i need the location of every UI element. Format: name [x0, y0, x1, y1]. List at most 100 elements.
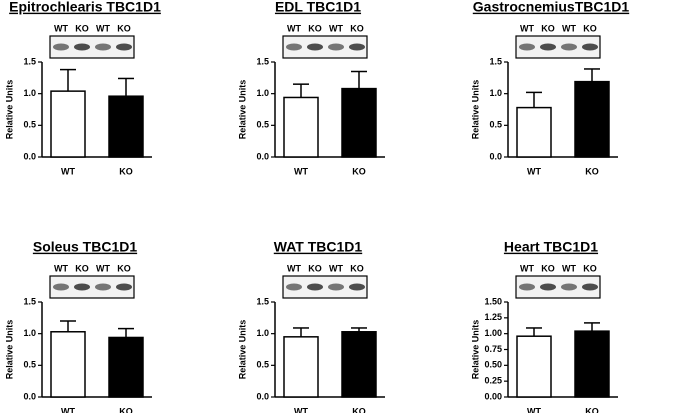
x-tick-label: WT: [527, 406, 541, 413]
blot-band: [540, 43, 556, 51]
lane-label: WT: [287, 23, 301, 33]
panel: Epitrochlearis TBC1D1 WT KO WT KO 0.0 0.5 1.0 1.…: [4, 0, 161, 176]
y-axis-title: Relative Units: [237, 80, 247, 140]
y-tick-label: 0.0: [23, 391, 36, 401]
panel: GastrocnemiusTBC1D1 WT KO WT KO 0.0 0.5 1.0 1.5 R…: [470, 0, 629, 176]
bar: [574, 80, 610, 158]
blot: [282, 35, 368, 59]
y-tick-label: 1.50: [484, 296, 502, 306]
y-tick-label: 1.5: [23, 56, 36, 66]
y-tick-label: 0.0: [23, 151, 36, 161]
y-tick-label: 0.50: [484, 360, 502, 370]
blot: [49, 35, 135, 59]
panel: Heart TBC1D1 WT KO WT KO 0.00 0.25 0.50 0.75 1.00…: [470, 239, 618, 413]
lane-label: WT: [520, 263, 534, 273]
blot-band: [582, 43, 598, 51]
lane-label: WT: [562, 263, 576, 273]
y-tick-label: 1.5: [489, 56, 502, 66]
panel-title: Soleus TBC1D1: [33, 239, 137, 255]
x-tick-label: WT: [294, 166, 308, 176]
y-tick-label: 1.0: [489, 88, 502, 98]
panel: WAT TBC1D1 WT KO WT KO 0.0 0.5 1.0 1.5 Relative U…: [237, 239, 385, 413]
y-tick-label: 0.75: [484, 344, 502, 354]
blot-band: [95, 43, 111, 51]
blot-band: [540, 283, 556, 291]
lane-label: WT: [96, 263, 110, 273]
lane-label: WT: [520, 23, 534, 33]
bar: [283, 336, 319, 398]
bar: [108, 95, 144, 158]
lane-label: KO: [583, 23, 597, 33]
y-axis-title: Relative Units: [470, 80, 480, 140]
bar: [50, 331, 86, 398]
y-tick-label: 0.25: [484, 376, 502, 386]
blot-band: [74, 283, 90, 291]
panel: EDL TBC1D1 WT KO WT KO 0.0 0.5 1.0 1.5 Relative U…: [237, 0, 385, 176]
y-tick-label: 1.00: [484, 328, 502, 338]
y-tick-label: 0.5: [23, 360, 36, 370]
blot: [282, 275, 368, 299]
lane-label: KO: [117, 263, 131, 273]
y-tick-label: 1.5: [23, 296, 36, 306]
y-tick-label: 0.5: [23, 120, 36, 130]
panel: Soleus TBC1D1 WT KO WT KO 0.0 0.5 1.0 1.5 Relativ…: [4, 239, 152, 413]
blot-band: [95, 283, 111, 291]
lane-label: WT: [96, 23, 110, 33]
blot: [49, 275, 135, 299]
blot-band: [286, 283, 302, 291]
lane-label: WT: [329, 23, 343, 33]
y-tick-label: 1.25: [484, 312, 502, 322]
blot-band: [328, 43, 344, 51]
lane-label: KO: [75, 23, 89, 33]
panel-title: Heart TBC1D1: [504, 239, 598, 255]
x-tick-label: KO: [585, 406, 599, 413]
blot-band: [561, 283, 577, 291]
blot-band: [582, 283, 598, 291]
x-tick-label: WT: [527, 166, 541, 176]
blot-band: [53, 283, 69, 291]
panel-title: WAT TBC1D1: [274, 239, 363, 255]
lane-label: KO: [350, 263, 364, 273]
blot-band: [349, 43, 365, 51]
lane-label: WT: [287, 263, 301, 273]
blot-band: [519, 43, 535, 51]
bar: [341, 331, 377, 398]
lane-label: KO: [117, 23, 131, 33]
x-tick-label: WT: [61, 166, 75, 176]
blot-band: [307, 283, 323, 291]
panel-title: Epitrochlearis TBC1D1: [9, 0, 161, 15]
bar: [50, 90, 86, 158]
blot-band: [116, 43, 132, 51]
lane-label: WT: [54, 23, 68, 33]
blot-band: [307, 43, 323, 51]
blot: [515, 275, 601, 299]
lane-label: KO: [350, 23, 364, 33]
x-tick-label: KO: [585, 166, 599, 176]
blot-band: [519, 283, 535, 291]
blot-band: [286, 43, 302, 51]
y-tick-label: 0.5: [256, 360, 269, 370]
x-tick-label: KO: [119, 406, 133, 413]
blot-band: [116, 283, 132, 291]
y-tick-label: 1.5: [256, 56, 269, 66]
bar: [108, 336, 144, 398]
bar: [516, 335, 552, 398]
x-tick-label: KO: [119, 166, 133, 176]
y-axis-title: Relative Units: [4, 80, 14, 140]
y-tick-label: 1.5: [256, 296, 269, 306]
lane-label: WT: [329, 263, 343, 273]
lane-label: KO: [541, 263, 555, 273]
blot: [515, 35, 601, 59]
lane-label: KO: [541, 23, 555, 33]
lane-label: WT: [54, 263, 68, 273]
lane-label: WT: [562, 23, 576, 33]
y-tick-label: 0.00: [484, 391, 502, 401]
x-tick-label: WT: [61, 406, 75, 413]
x-tick-label: WT: [294, 406, 308, 413]
panel-title: GastrocnemiusTBC1D1: [473, 0, 630, 15]
y-tick-label: 0.0: [256, 151, 269, 161]
y-axis-title: Relative Units: [237, 320, 247, 380]
blot-band: [53, 43, 69, 51]
y-tick-label: 1.0: [256, 88, 269, 98]
y-axis-title: Relative Units: [470, 320, 480, 380]
